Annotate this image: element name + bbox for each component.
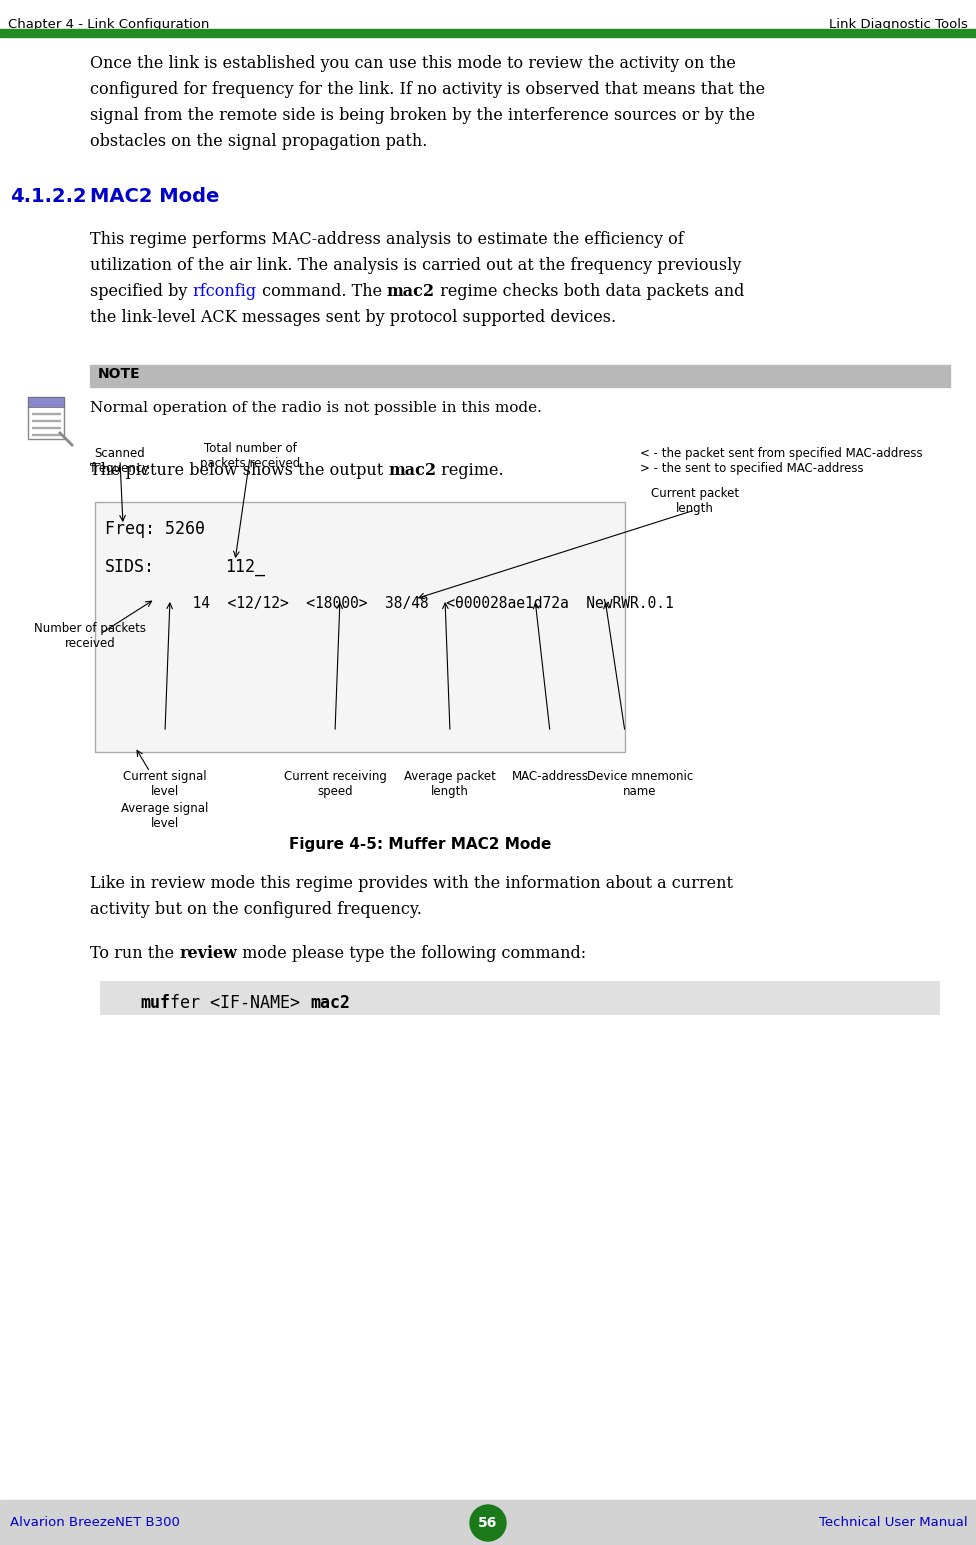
Text: specified by: specified by xyxy=(90,283,192,300)
Bar xyxy=(90,365,950,386)
Text: obstacles on the signal propagation path.: obstacles on the signal propagation path… xyxy=(90,133,427,150)
Text: Technical User Manual: Technical User Manual xyxy=(820,1517,968,1530)
Text: Normal operation of the radio is not possible in this mode.: Normal operation of the radio is not pos… xyxy=(90,402,542,416)
Text: configured for frequency for the link. If no activity is observed that means tha: configured for frequency for the link. I… xyxy=(90,80,765,97)
Text: Alvarion BreezeNET B300: Alvarion BreezeNET B300 xyxy=(10,1517,180,1530)
Bar xyxy=(0,36,976,37)
Text: Figure 4-5: Muffer MAC2 Mode: Figure 4-5: Muffer MAC2 Mode xyxy=(289,837,551,851)
Text: Freq: 526θ: Freq: 526θ xyxy=(105,521,205,538)
Text: MAC2 Mode: MAC2 Mode xyxy=(90,187,220,205)
Text: Number of packets
received: Number of packets received xyxy=(34,623,146,650)
Text: the link-level ACK messages sent by protocol supported devices.: the link-level ACK messages sent by prot… xyxy=(90,309,616,326)
Text: 112_: 112_ xyxy=(225,558,265,576)
Text: Like in review mode this regime provides with the information about a current: Like in review mode this regime provides… xyxy=(90,874,733,891)
Text: MAC-address: MAC-address xyxy=(511,769,589,783)
Text: command. The: command. The xyxy=(257,283,386,300)
Text: fer <IF-NAME>: fer <IF-NAME> xyxy=(170,993,310,1012)
Text: muf: muf xyxy=(140,993,170,1012)
Bar xyxy=(28,397,64,439)
Bar xyxy=(0,29,976,34)
Text: < - the packet sent from specified MAC-address: < - the packet sent from specified MAC-a… xyxy=(640,447,922,460)
Bar xyxy=(100,981,940,1015)
Text: SIDS:: SIDS: xyxy=(105,558,155,576)
Text: Average packet
length: Average packet length xyxy=(404,769,496,799)
Text: activity but on the configured frequency.: activity but on the configured frequency… xyxy=(90,901,422,918)
Text: To run the: To run the xyxy=(90,946,180,963)
Text: Average signal
level: Average signal level xyxy=(121,802,209,830)
Text: NOTE: NOTE xyxy=(98,368,141,382)
Text: Current signal
level: Current signal level xyxy=(123,769,207,799)
Text: Device mnemonic
name: Device mnemonic name xyxy=(587,769,693,799)
Text: Link Diagnostic Tools: Link Diagnostic Tools xyxy=(830,19,968,31)
Bar xyxy=(0,1500,976,1545)
Text: Total number of
packets received: Total number of packets received xyxy=(200,442,301,470)
Text: mode please type the following command:: mode please type the following command: xyxy=(237,946,587,963)
Text: This regime performs MAC-address analysis to estimate the efficiency of: This regime performs MAC-address analysi… xyxy=(90,232,684,249)
Text: Scanned
frequency: Scanned frequency xyxy=(91,447,149,474)
Bar xyxy=(95,502,625,752)
Text: mac2: mac2 xyxy=(386,283,435,300)
Text: 4.1.2.2: 4.1.2.2 xyxy=(10,187,87,205)
Text: utilization of the air link. The analysis is carried out at the frequency previo: utilization of the air link. The analysi… xyxy=(90,256,742,273)
Text: Current packet
length: Current packet length xyxy=(651,487,739,514)
Text: Chapter 4 - Link Configuration: Chapter 4 - Link Configuration xyxy=(8,19,210,31)
Text: regime checks both data packets and: regime checks both data packets and xyxy=(435,283,745,300)
Text: regime.: regime. xyxy=(436,462,505,479)
Text: Current receiving
speed: Current receiving speed xyxy=(284,769,386,799)
Text: 56: 56 xyxy=(478,1516,498,1530)
Text: review: review xyxy=(180,946,237,963)
Text: signal from the remote side is being broken by the interference sources or by th: signal from the remote side is being bro… xyxy=(90,107,755,124)
Bar xyxy=(28,397,64,406)
Text: 14  <12/12>  <18000>  38/48  <θ00028ae1d72a  NewRWR.0.1: 14 <12/12> <18000> 38/48 <θ00028ae1d72a … xyxy=(105,596,673,610)
Text: mac2: mac2 xyxy=(388,462,436,479)
Text: The picture below shows the output: The picture below shows the output xyxy=(90,462,388,479)
Circle shape xyxy=(470,1505,506,1540)
Text: rfconfig: rfconfig xyxy=(192,283,257,300)
Text: mac2: mac2 xyxy=(310,993,350,1012)
Text: > - the sent to specified MAC-address: > - the sent to specified MAC-address xyxy=(640,462,864,474)
Text: Once the link is established you can use this mode to review the activity on the: Once the link is established you can use… xyxy=(90,56,736,73)
